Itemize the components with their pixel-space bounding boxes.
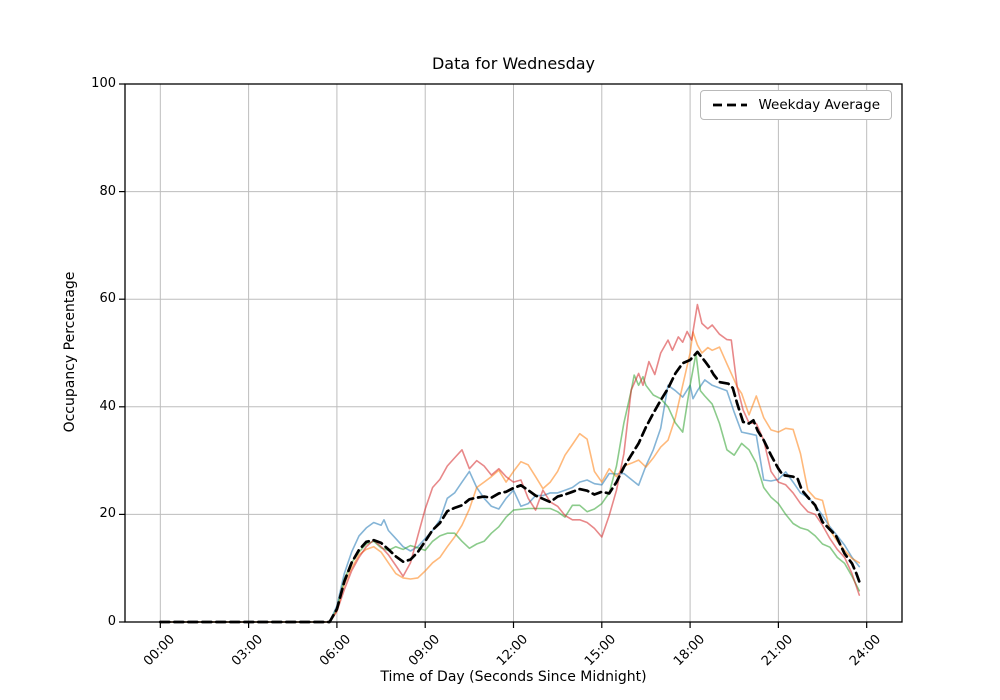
dashed-line-sample xyxy=(713,103,748,107)
y-tick-label: 20 xyxy=(99,506,116,522)
y-tick-label: 60 xyxy=(99,291,116,307)
legend: Weekday Average xyxy=(700,90,892,120)
y-tick-label: 80 xyxy=(99,183,116,199)
series-line-day-2 xyxy=(159,331,861,623)
series-line-day-3 xyxy=(159,352,861,623)
y-tick-label: 100 xyxy=(91,76,116,91)
y-axis-label: Occupancy Percentage xyxy=(62,271,78,433)
series-line-weekday-average xyxy=(158,350,861,624)
series-line-day-1 xyxy=(159,379,861,623)
legend-label: Weekday Average xyxy=(758,97,880,113)
series-line-day-4 xyxy=(159,303,861,623)
y-tick-label: 0 xyxy=(107,614,116,629)
x-axis-label: Time of Day (Seconds Since Midnight) xyxy=(380,669,647,685)
y-tick-label: 40 xyxy=(99,398,116,414)
chart-title: Data for Wednesday xyxy=(431,54,595,73)
